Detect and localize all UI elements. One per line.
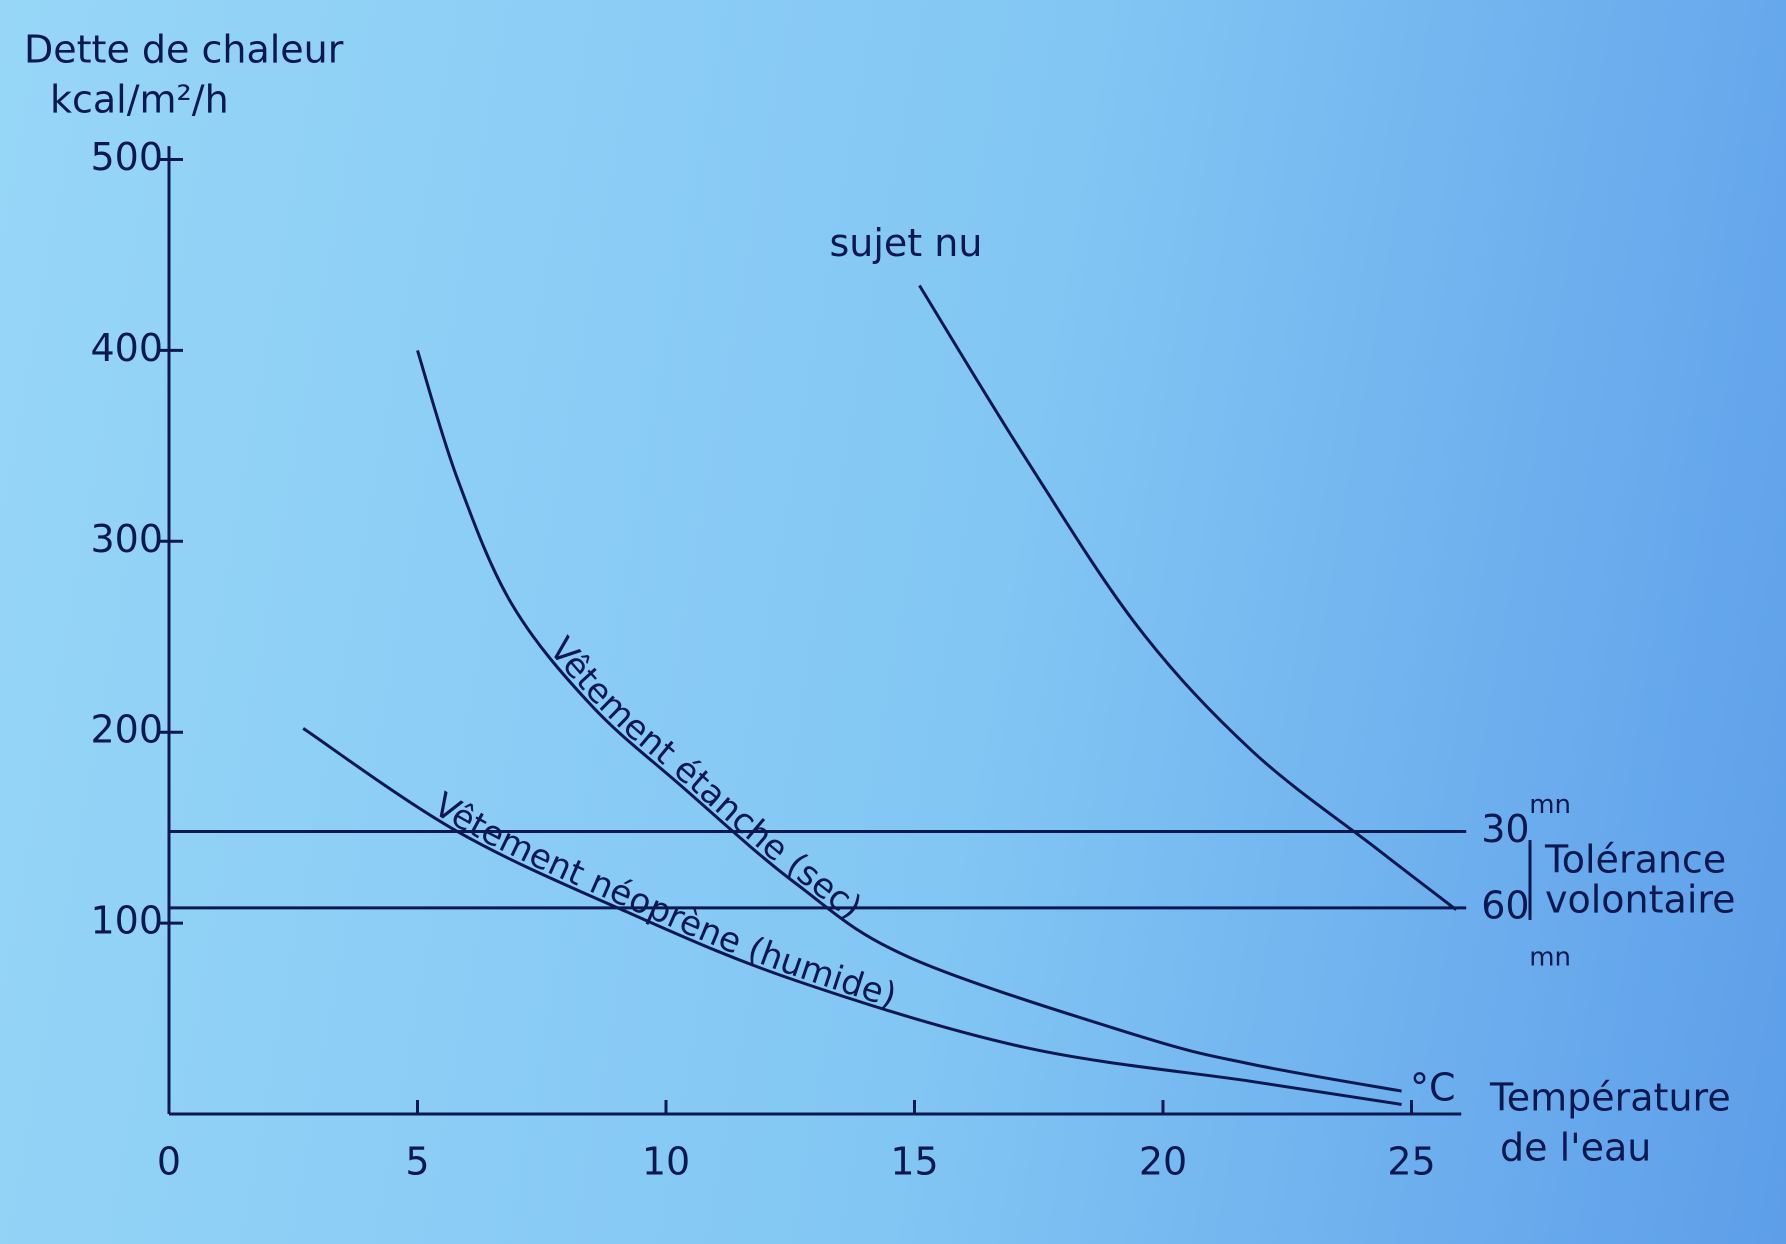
x-tick-label: 5 (405, 1140, 429, 1184)
x-axis-label: de l'eau (1500, 1126, 1651, 1170)
line (416, 349, 1402, 1093)
y-axis-unit: kcal/m²/h (50, 78, 229, 122)
x-tick-label: 20 (1139, 1140, 1187, 1184)
x-tick-label: 25 (1387, 1140, 1435, 1184)
y-tick-label: 200 (90, 708, 163, 752)
reference-label: 60 (1481, 883, 1529, 927)
line (918, 284, 1458, 911)
y-tick-label: 500 (90, 135, 163, 179)
x-tick-label: 0 (157, 1140, 181, 1184)
annotation: Tolérance (1544, 838, 1726, 882)
x-tick-label: 10 (642, 1140, 690, 1184)
y-tick-label: 100 (90, 899, 163, 943)
reference-unit: mn (1529, 942, 1571, 972)
reference-unit: mn (1529, 790, 1571, 820)
x-tick-label: 15 (890, 1140, 938, 1184)
y-tick-label: 400 (90, 326, 163, 370)
annotation: volontaire (1545, 878, 1736, 922)
reference-label: 30 (1481, 807, 1529, 851)
x-axis-label: Température (1489, 1076, 1731, 1120)
series-label: sujet nu (829, 221, 982, 265)
x-axis-unit: °C (1410, 1066, 1456, 1110)
line (302, 727, 1402, 1106)
y-axis-label: Dette de chaleur (24, 28, 344, 72)
y-tick-label: 300 (90, 517, 163, 561)
